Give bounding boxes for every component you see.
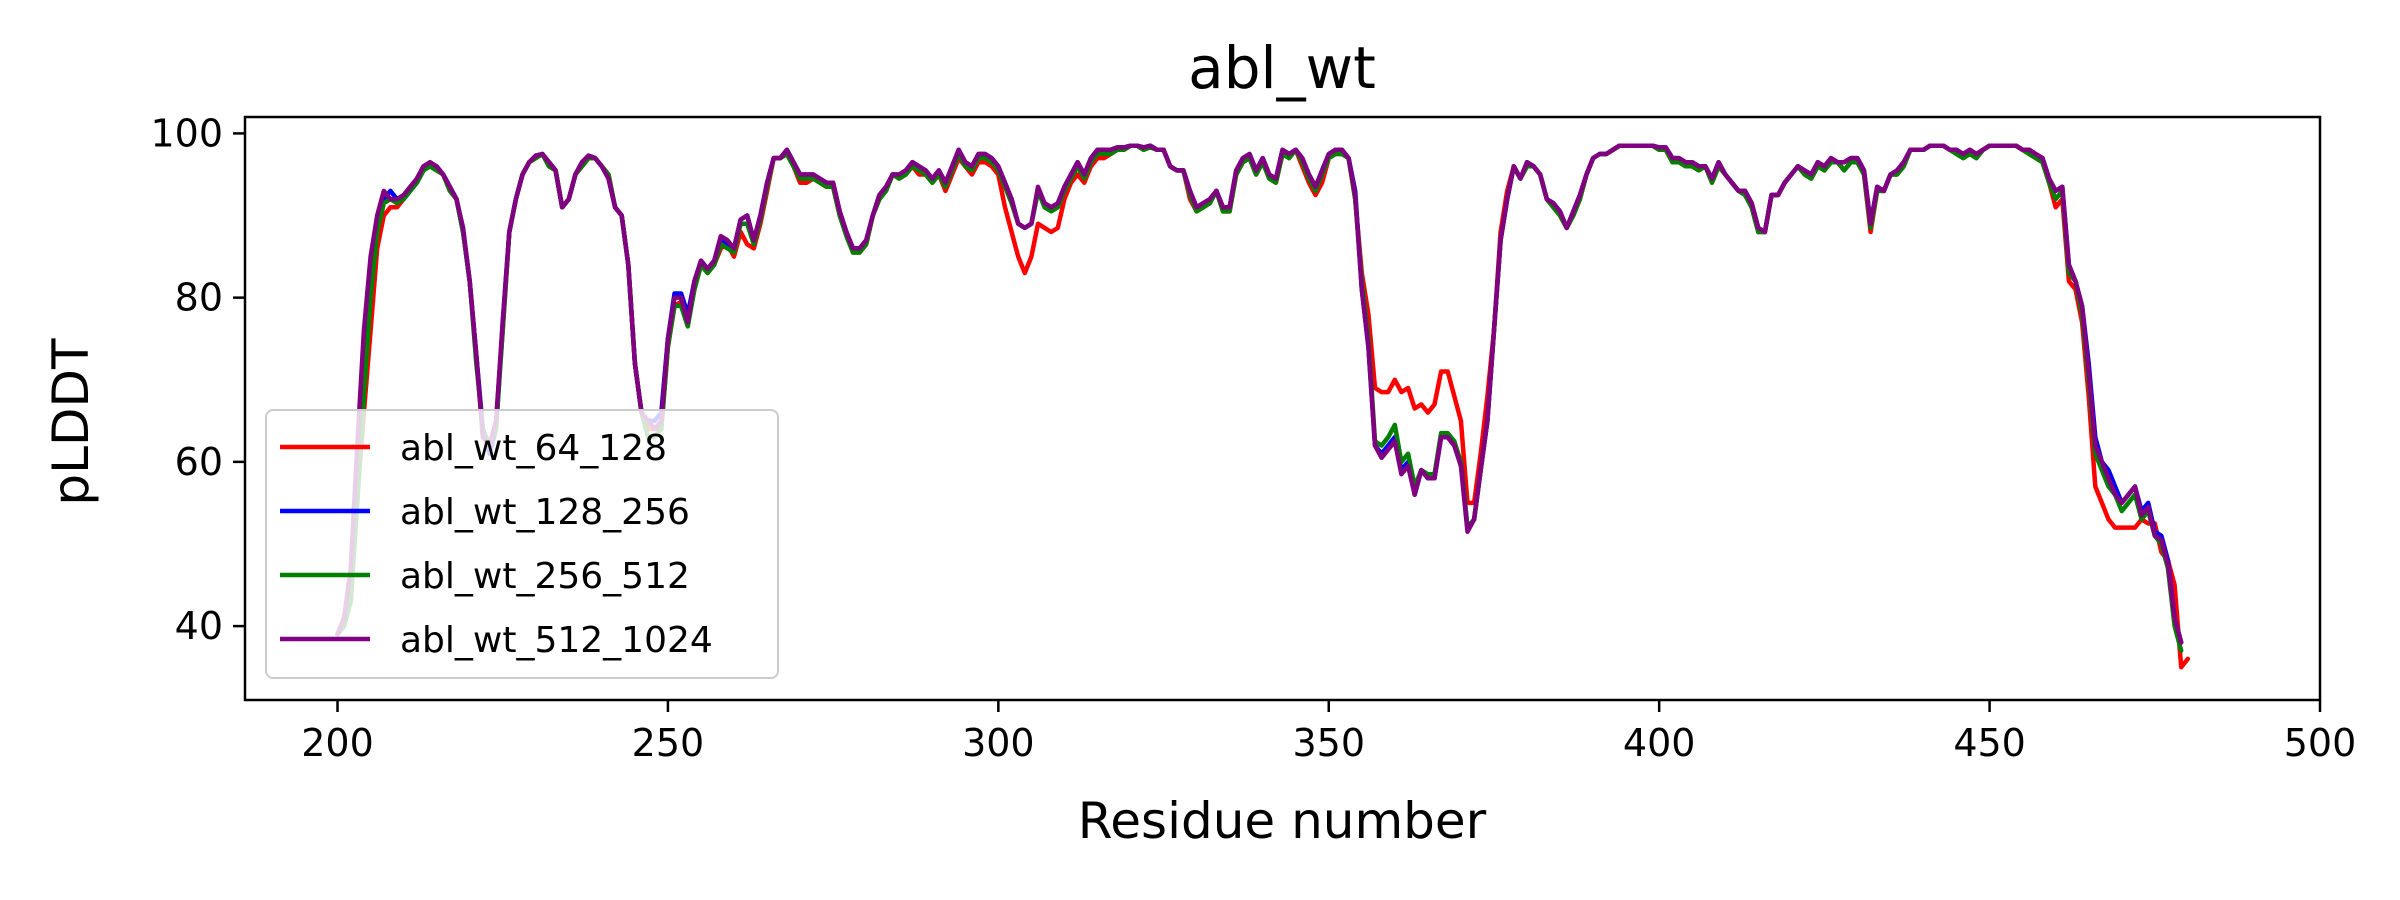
legend: abl_wt_64_128 abl_wt_128_256 abl_wt_256_51… <box>265 409 779 679</box>
x-axis-label: Residue number <box>1078 792 1487 850</box>
y-tick-label: 60 <box>175 440 223 484</box>
x-tick-label: 300 <box>962 721 1035 765</box>
legend-label-abl_wt_64_128: abl_wt_64_128 <box>400 428 667 469</box>
y-tick-label: 40 <box>175 604 223 648</box>
legend-label-abl_wt_256_512: abl_wt_256_512 <box>400 556 690 597</box>
chart-title: abl_wt <box>1188 34 1376 102</box>
x-tick-label: 500 <box>2284 721 2357 765</box>
x-tick-label: 450 <box>1953 721 2026 765</box>
x-tick-label: 250 <box>632 721 705 765</box>
x-tick-label: 350 <box>1292 721 1365 765</box>
y-tick-label: 100 <box>150 111 223 155</box>
y-tick-label: 80 <box>175 276 223 320</box>
legend-box <box>265 409 779 679</box>
x-tick-label: 400 <box>1623 721 1696 765</box>
axes: 200 250 300 350 400 450 500 40 60 80 100 <box>150 111 2356 765</box>
x-tick-label: 200 <box>301 721 374 765</box>
legend-label-abl_wt_512_1024: abl_wt_512_1024 <box>400 620 713 661</box>
y-axis-label: pLDDT <box>42 338 100 506</box>
legend-label-abl_wt_128_256: abl_wt_128_256 <box>400 492 690 533</box>
axes-frame <box>243 115 2322 702</box>
